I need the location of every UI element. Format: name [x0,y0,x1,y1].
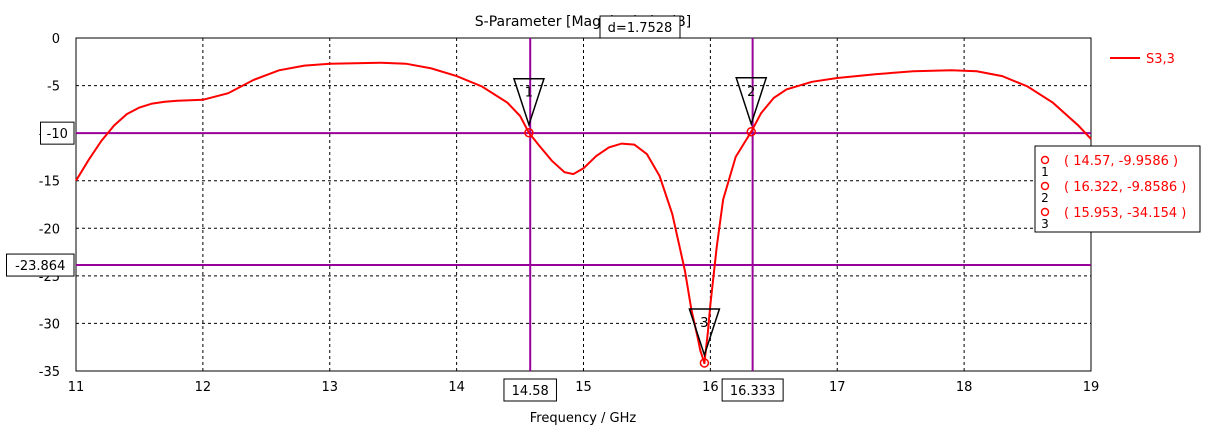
y-tick-label: -20 [39,222,60,237]
marker-point [699,358,710,368]
y-tick-label: -15 [39,175,60,190]
vertical-cursor-label: 16.333 [730,384,776,399]
x-axis-label: Frequency / GHz [530,411,637,426]
readout-marker-value: ( 14.57, -9.9586 ) [1064,154,1178,169]
vertical-cursor-label-box [503,378,557,402]
readout-marker-value: ( 15.953, -34.154 ) [1064,206,1186,221]
marker-point [746,127,756,137]
marker-triangle-icon [688,308,721,358]
readout-marker-value: ( 16.322, -9.8586 ) [1064,180,1186,195]
marker-number: 2 [747,85,755,100]
legend-label-s33: S3,3 [1146,52,1175,67]
marker-triangle-icon [512,77,545,128]
x-tick-label: 12 [195,380,212,395]
x-tick-label: 14 [448,380,465,395]
horizontal-cursor-label: -10 [47,127,68,142]
marker-readout-box: 1 ( 14.57, -9.9586 ) 2 ( 16.322, -9.8586 ) 3… [1034,145,1201,233]
readout-marker-number: 2 [1041,191,1049,205]
delta-label-box: d=1.7528 [599,15,681,39]
x-tick-label: 18 [956,380,973,395]
readout-marker-icon [1040,155,1050,165]
marker-triangle-icon [735,77,768,127]
vertical-cursors: 14.58 16.333 [503,38,784,402]
x-tick-label: 11 [68,380,85,395]
readout-marker-icon [1040,207,1050,217]
vertical-cursor-label-box [721,378,784,402]
readout-marker-icon [1040,181,1050,191]
series-line-s33 [75,61,1092,364]
y-tick-label: -35 [39,365,60,380]
horizontal-cursors: -10 -23.864 [6,121,1091,277]
y-tick-label: -5 [47,80,60,95]
legend: S3,3 [1110,52,1175,67]
marker-number: 3 [700,316,708,331]
markers: 1 2 3 [512,77,768,368]
marker-point-center [750,130,753,133]
y-tick-label: 0 [52,32,60,47]
horizontal-cursor-label: -23.864 [15,259,65,274]
y-axis-ticks: 0-5-10-15-20-25-30-35 [39,32,60,380]
marker-2[interactable]: 2 [735,77,768,137]
x-tick-label: 17 [829,380,846,395]
marker-number: 1 [525,86,533,101]
x-tick-label: 15 [575,380,592,395]
y-tick-label: -30 [39,317,60,332]
readout-marker-number: 3 [1041,217,1049,231]
x-axis-ticks: 11 12 13 14 15 16 17 18 19 [68,380,1100,395]
marker-1[interactable]: 1 [512,77,545,138]
delta-label: d=1.7528 [608,21,673,36]
horizontal-cursor-label-box [6,253,75,277]
vertical-cursor-label: 14.58 [512,384,549,399]
x-tick-label: 13 [321,380,338,395]
marker-point-center [703,361,706,365]
x-tick-label: 19 [1083,380,1100,395]
readout-marker-number: 1 [1041,165,1049,179]
marker-point-center [527,131,531,134]
x-tick-label: 16 [702,380,719,395]
marker-point [524,127,534,138]
horizontal-cursor-label-box [40,121,75,145]
marker-3[interactable]: 3 [688,308,721,368]
